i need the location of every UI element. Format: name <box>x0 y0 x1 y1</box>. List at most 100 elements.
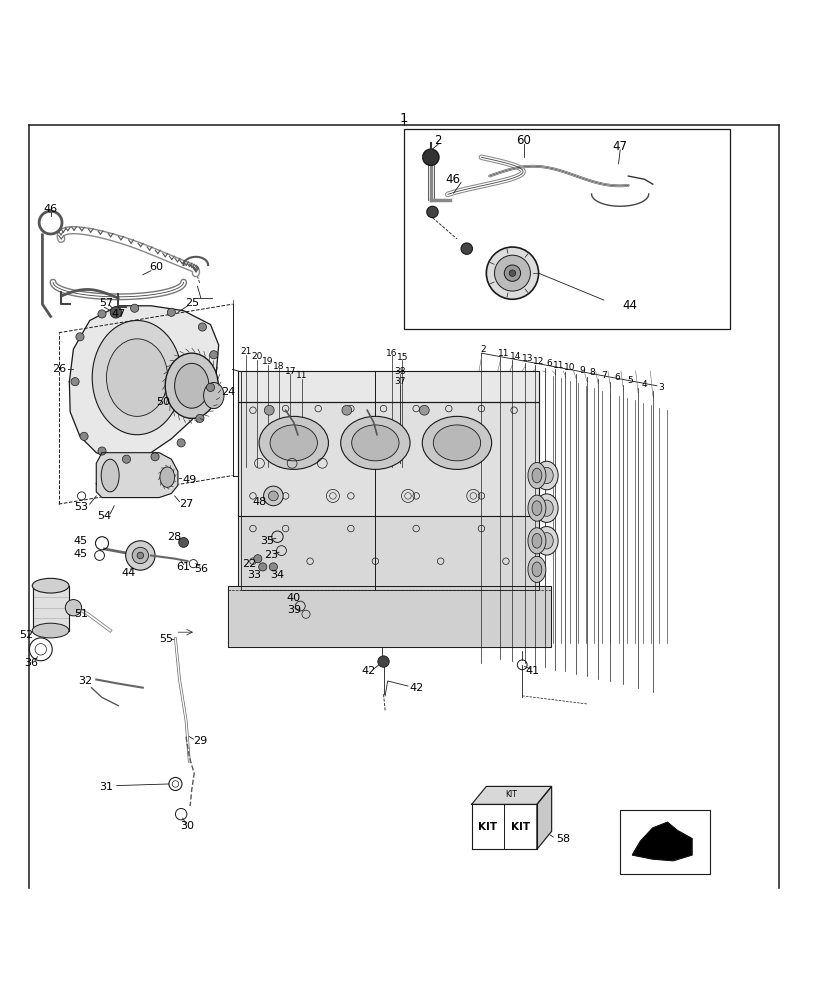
Circle shape <box>509 270 516 276</box>
Ellipse shape <box>528 495 546 521</box>
Text: 6: 6 <box>546 359 552 368</box>
Text: 11: 11 <box>553 361 565 370</box>
Text: 4: 4 <box>642 380 647 389</box>
Text: 24: 24 <box>221 387 236 397</box>
Text: 9: 9 <box>579 366 585 375</box>
Text: 36: 36 <box>24 658 38 668</box>
Text: 11: 11 <box>296 371 308 380</box>
Ellipse shape <box>341 416 410 469</box>
Text: 40: 40 <box>286 593 301 603</box>
Circle shape <box>264 486 283 506</box>
Text: 7: 7 <box>601 371 607 380</box>
Text: 37: 37 <box>394 377 406 386</box>
Text: 34: 34 <box>270 570 285 580</box>
Ellipse shape <box>107 339 168 416</box>
Polygon shape <box>228 586 551 647</box>
Circle shape <box>167 308 175 316</box>
Ellipse shape <box>423 416 492 469</box>
Ellipse shape <box>92 320 182 435</box>
Ellipse shape <box>535 527 558 555</box>
Circle shape <box>71 378 79 386</box>
Circle shape <box>378 656 389 667</box>
Text: 29: 29 <box>193 736 207 746</box>
Text: 2: 2 <box>434 134 442 147</box>
Text: 27: 27 <box>179 499 193 509</box>
Ellipse shape <box>33 578 69 593</box>
Polygon shape <box>33 586 69 631</box>
Ellipse shape <box>540 467 553 484</box>
Text: 51: 51 <box>74 609 89 619</box>
Text: 23: 23 <box>264 550 278 560</box>
Circle shape <box>504 265 521 281</box>
Bar <box>404 129 730 329</box>
Circle shape <box>65 600 82 616</box>
Circle shape <box>126 541 155 570</box>
Circle shape <box>206 383 215 391</box>
Polygon shape <box>472 786 552 804</box>
Circle shape <box>131 304 139 312</box>
Text: 52: 52 <box>19 630 33 640</box>
Text: 42: 42 <box>409 683 424 693</box>
Text: KIT: KIT <box>506 790 517 799</box>
Text: 3: 3 <box>658 383 664 392</box>
Ellipse shape <box>433 425 481 461</box>
Text: 56: 56 <box>194 564 209 574</box>
Text: 46: 46 <box>446 173 460 186</box>
Text: 47: 47 <box>613 140 628 153</box>
Text: 11: 11 <box>498 349 509 358</box>
Ellipse shape <box>528 528 546 554</box>
Text: 30: 30 <box>180 821 195 831</box>
Text: 45: 45 <box>73 536 87 546</box>
Circle shape <box>486 247 539 299</box>
Polygon shape <box>238 516 539 586</box>
Text: 44: 44 <box>623 299 637 312</box>
Text: 44: 44 <box>122 568 136 578</box>
Text: 25: 25 <box>184 298 199 308</box>
Polygon shape <box>238 402 539 516</box>
Text: 5: 5 <box>627 376 633 385</box>
Text: KIT: KIT <box>478 822 498 832</box>
Text: 20: 20 <box>251 352 263 361</box>
Circle shape <box>423 149 439 165</box>
Text: 22: 22 <box>242 559 257 569</box>
Polygon shape <box>375 371 539 590</box>
Circle shape <box>259 563 267 571</box>
Text: 60: 60 <box>517 134 531 147</box>
Ellipse shape <box>165 353 219 418</box>
Ellipse shape <box>352 425 399 461</box>
Ellipse shape <box>101 459 119 492</box>
Ellipse shape <box>270 425 317 461</box>
Text: 45: 45 <box>73 549 87 559</box>
Polygon shape <box>238 371 539 402</box>
Text: 10: 10 <box>564 363 575 372</box>
Polygon shape <box>472 804 537 849</box>
Circle shape <box>198 323 206 331</box>
Text: 49: 49 <box>182 475 197 485</box>
Circle shape <box>98 447 106 455</box>
Text: 48: 48 <box>252 497 267 507</box>
Text: 60: 60 <box>149 262 164 272</box>
Circle shape <box>254 555 262 563</box>
Ellipse shape <box>535 494 558 522</box>
Bar <box>620 810 710 874</box>
Text: 17: 17 <box>285 367 296 376</box>
Text: 14: 14 <box>510 352 521 361</box>
Circle shape <box>264 405 274 415</box>
Ellipse shape <box>528 462 546 489</box>
Circle shape <box>210 351 218 359</box>
Circle shape <box>151 453 159 461</box>
Text: 54: 54 <box>97 511 112 521</box>
Text: 2: 2 <box>481 345 486 354</box>
Circle shape <box>122 455 131 463</box>
Circle shape <box>98 310 106 318</box>
Text: 35: 35 <box>260 536 275 546</box>
Ellipse shape <box>532 533 542 548</box>
Circle shape <box>137 552 144 559</box>
Text: 16: 16 <box>386 349 397 358</box>
Text: 19: 19 <box>262 357 273 366</box>
Text: 55: 55 <box>159 634 174 644</box>
Circle shape <box>494 255 530 291</box>
Text: 21: 21 <box>241 347 252 356</box>
Polygon shape <box>241 371 375 590</box>
Circle shape <box>132 547 149 564</box>
